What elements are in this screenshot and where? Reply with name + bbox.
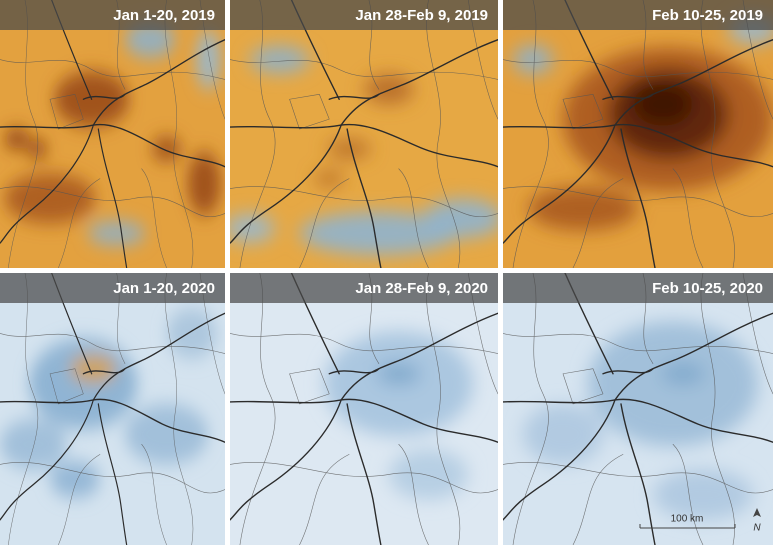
panel-header [503,0,773,30]
concentration-blob [661,362,705,385]
concentration-blob [50,461,101,498]
concentration-blob [151,136,182,161]
concentration-blob [4,129,30,149]
concentration-blob [4,173,96,224]
concentration-blob [230,213,275,244]
panel-header [230,273,498,303]
map-panel: Jan 1-20, 2020 [0,273,225,545]
concentration-blob [388,449,469,500]
concentration-blob [70,355,117,382]
concentration [0,308,217,498]
concentration-blob [523,403,603,465]
panel-layer [503,273,773,545]
map-panel: Feb 10-25, 2020 [503,273,773,545]
concentration-blob [314,170,345,187]
panel-header [230,0,498,30]
panel-label: Jan 28-Feb 9, 2020 [355,280,488,297]
concentration-blob [87,221,146,246]
concentration-blob [125,403,209,465]
concentration-blob [513,44,553,75]
concentration-blob [653,469,753,520]
concentration-blob [0,419,67,470]
concentration-blob [125,21,176,58]
panel-header [503,273,773,303]
panel-label: Jan 1-20, 2020 [113,280,215,297]
panel-label: Feb 10-25, 2020 [652,280,763,297]
concentration-blob [195,29,221,90]
panel-label: Feb 10-25, 2019 [652,7,763,24]
north-label: N [753,523,761,534]
concentration-blob [299,211,459,256]
concentration-blob [364,74,414,105]
concentration-blob [166,308,217,359]
concentration [324,331,474,500]
concentration [523,321,758,520]
panel-header [0,273,225,303]
panel-layer [503,0,773,268]
concentration-blob [588,321,758,447]
panel-layer [0,273,225,545]
concentration-blob [249,45,310,74]
north-arrow [753,508,761,517]
map-panel: Jan 1-20, 2019 [0,0,225,268]
map-panel: Feb 10-25, 2019 [503,0,773,268]
panel-layer [0,0,225,268]
panel-layer [230,0,498,268]
concentration-blob [423,198,498,239]
panel-label: Jan 28-Feb 9, 2019 [355,7,488,24]
concentration [230,45,498,256]
concentration-blob [327,138,371,159]
panel-header [0,0,225,30]
scale-label: 100 km [671,514,704,525]
concentration-blob [528,186,638,231]
panel-layer [230,273,498,545]
concentration-blob [633,82,693,127]
map-panel: Jan 28-Feb 9, 2019 [230,0,498,268]
panel-label: Jan 1-20, 2019 [113,7,215,24]
map-panel: Jan 28-Feb 9, 2020 [230,273,498,545]
concentration-blob [376,362,421,385]
concentration-blob [187,151,221,216]
